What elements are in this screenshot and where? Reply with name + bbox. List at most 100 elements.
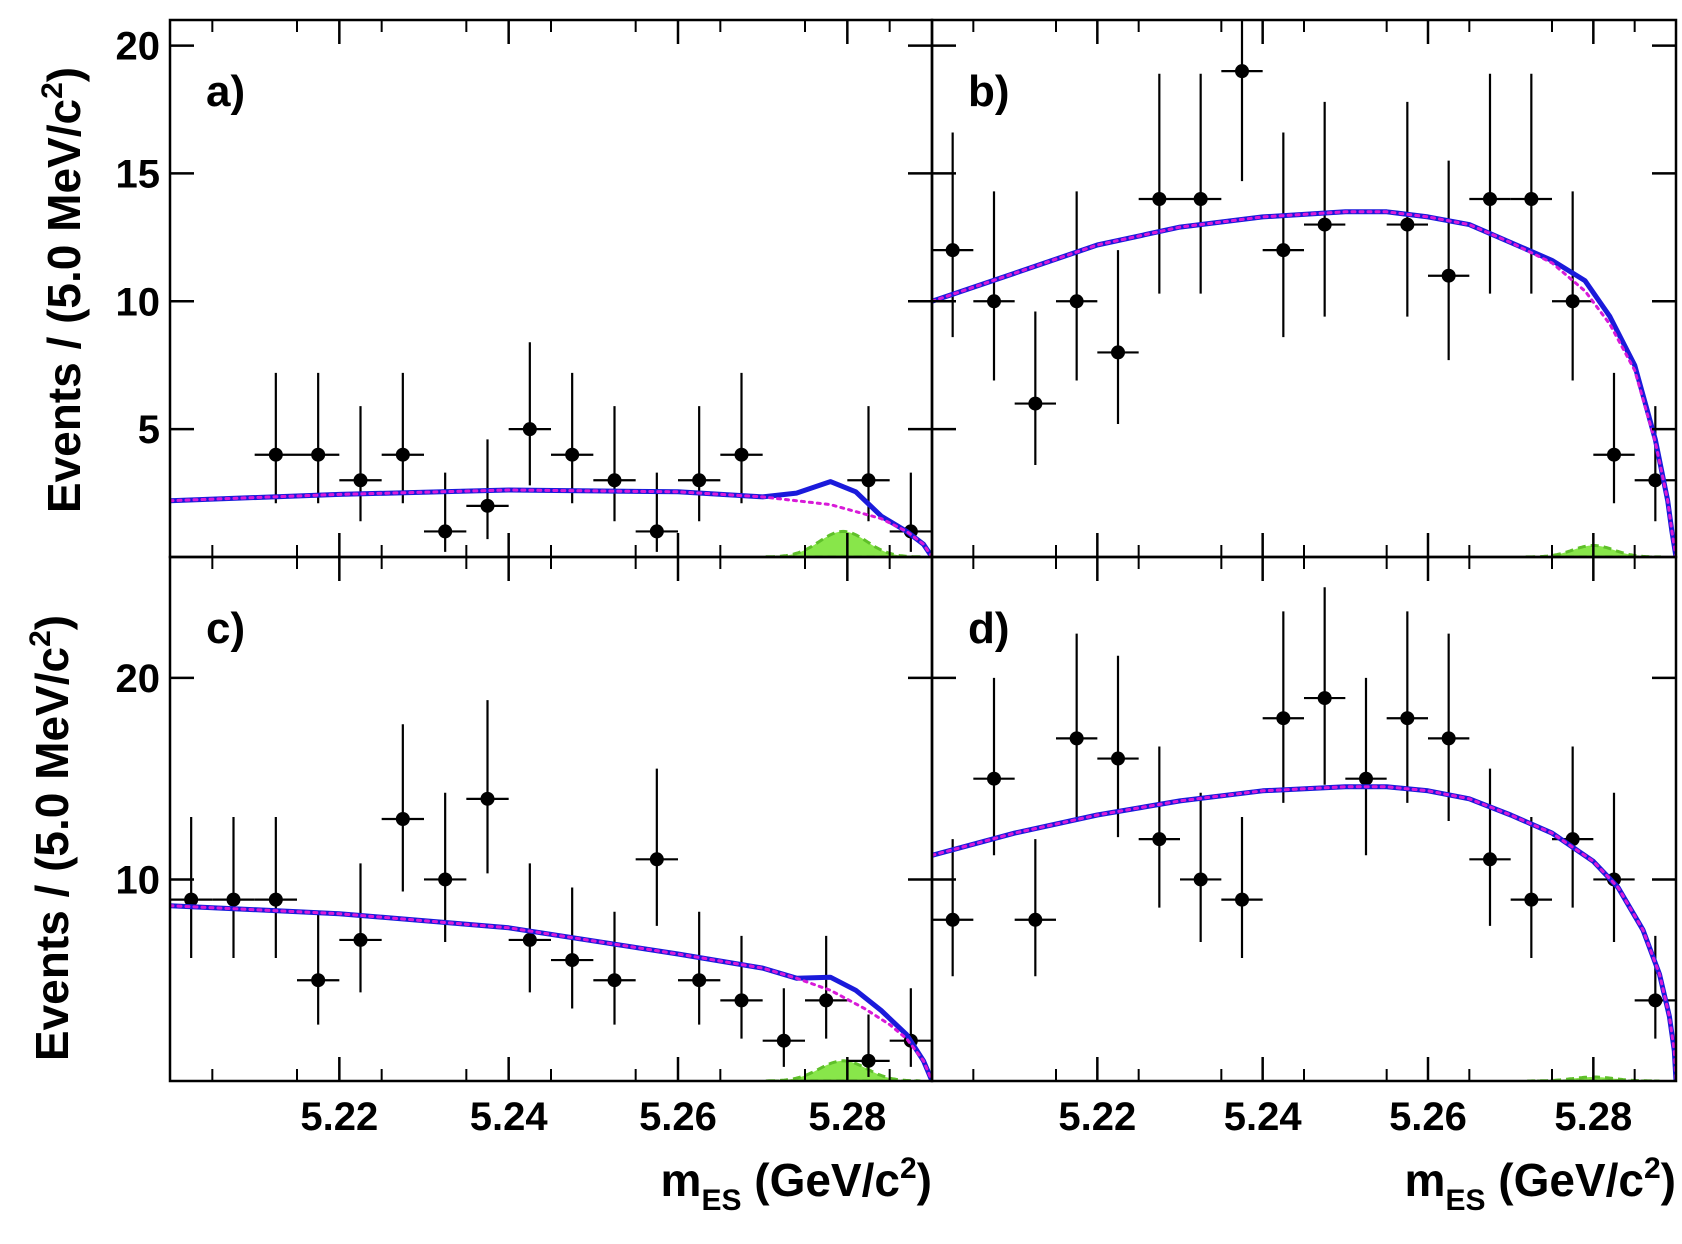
- panel-label-a: a): [206, 67, 245, 116]
- data-point: [353, 473, 368, 488]
- panel-b: b): [930, 18, 1678, 559]
- x-tick-label: 5.26: [639, 1095, 717, 1139]
- data-point: [1359, 771, 1373, 786]
- data-point: [1069, 731, 1084, 746]
- data-point: [1111, 345, 1125, 360]
- total-fit-curve: [932, 784, 1676, 1081]
- data-point: [522, 932, 537, 947]
- data-point: [480, 498, 495, 513]
- data-point: [522, 422, 537, 437]
- x-tick-label: 5.26: [1389, 1095, 1467, 1139]
- x-tick-label: 5.24: [470, 1095, 549, 1139]
- data-point: [1193, 192, 1208, 206]
- data-point: [1317, 217, 1332, 232]
- data-point: [1524, 192, 1539, 206]
- y-axis-title-bottom: Events / (5.0 MeV/c2): [24, 615, 78, 1061]
- data-point: [649, 524, 664, 539]
- data-point: [311, 447, 326, 462]
- x-axis-title-left: mES (GeV/c2): [661, 1152, 932, 1217]
- data-point: [1400, 711, 1415, 726]
- x-tick-label: 5.28: [808, 1095, 886, 1139]
- panel-label-d: d): [968, 604, 1010, 653]
- plot-area-a: [170, 342, 932, 557]
- data-point: [776, 1033, 791, 1048]
- plot-area-d: [932, 587, 1676, 1081]
- data-point: [987, 294, 1001, 309]
- data-point: [1276, 711, 1291, 726]
- plot-area-c: [170, 700, 932, 1081]
- x-axis-title-right: mES (GeV/c2): [1405, 1152, 1676, 1217]
- data-point: [1111, 751, 1125, 766]
- data-point: [1152, 832, 1167, 847]
- data-point: [438, 872, 453, 887]
- data-point: [607, 973, 622, 988]
- data-point: [607, 473, 622, 488]
- x-tick-label: 5.24: [1224, 1095, 1303, 1139]
- panel-frame-c: [168, 555, 934, 1083]
- data-point: [1565, 294, 1580, 309]
- panel-label-b: b): [968, 67, 1010, 116]
- panel-c: 10 20 5.22 5.24 5.26 5.28 c): [116, 555, 934, 1139]
- data-point: [1235, 64, 1249, 79]
- panel-label-c: c): [206, 604, 245, 653]
- y-axis-title-top: Events / (5.0 MeV/c2): [36, 67, 90, 513]
- background-fit-curve: [932, 210, 1676, 557]
- data-point: [1483, 192, 1497, 206]
- data-point: [480, 791, 495, 806]
- data-point: [1441, 731, 1456, 746]
- data-point: [1317, 691, 1332, 706]
- data-point: [565, 953, 580, 968]
- data-point: [861, 473, 876, 488]
- data-point: [1152, 192, 1167, 206]
- data-point: [1524, 892, 1539, 907]
- panel-a: 5 10 15 20 a): [116, 18, 934, 559]
- data-point: [565, 447, 580, 462]
- data-point: [734, 447, 749, 462]
- data-point: [945, 243, 960, 258]
- data-point: [1028, 912, 1043, 927]
- y-tick-label: 5: [138, 408, 160, 452]
- data-point: [438, 524, 453, 539]
- background-fit-curve: [170, 488, 932, 557]
- panel-frame-b: [930, 18, 1678, 559]
- data-point: [861, 1053, 876, 1068]
- data-point: [1400, 217, 1415, 232]
- data-point: [1069, 294, 1084, 309]
- y-tick-label: 10: [116, 858, 161, 902]
- data-point: [1483, 852, 1497, 867]
- data-point: [945, 912, 960, 927]
- total-fit-curve: [932, 209, 1676, 557]
- data-point: [1028, 396, 1043, 411]
- data-point: [1276, 243, 1291, 258]
- y-tick-label: 15: [116, 152, 161, 196]
- data-point: [1648, 473, 1663, 488]
- data-point: [268, 447, 283, 462]
- data-point: [1235, 892, 1249, 907]
- signal-component-c: [765, 1059, 921, 1081]
- data-point: [692, 473, 707, 488]
- data-point: [353, 932, 368, 947]
- x-tick-label: 5.28: [1554, 1095, 1632, 1139]
- y-tick-label: 20: [116, 25, 161, 69]
- x-tick-label: 5.22: [300, 1095, 378, 1139]
- data-point: [395, 447, 410, 462]
- background-fit-curve: [932, 785, 1676, 1081]
- data-point: [226, 892, 241, 907]
- data-point: [987, 771, 1001, 786]
- plot-area-b: [932, 20, 1676, 557]
- x-tick-label: 5.22: [1058, 1095, 1136, 1139]
- y-tick-label: 20: [116, 657, 161, 701]
- panel-frame-d: [930, 555, 1678, 1083]
- data-point: [734, 993, 749, 1008]
- data-point: [184, 892, 199, 907]
- data-point: [311, 973, 326, 988]
- data-point: [1607, 447, 1621, 462]
- data-point: [268, 892, 283, 907]
- data-point: [1648, 993, 1663, 1008]
- data-point: [1193, 872, 1208, 887]
- total-fit-curve: [170, 903, 932, 1081]
- data-point: [819, 993, 834, 1008]
- y-tick-label: 10: [116, 280, 161, 324]
- signal-component-a: [765, 529, 921, 557]
